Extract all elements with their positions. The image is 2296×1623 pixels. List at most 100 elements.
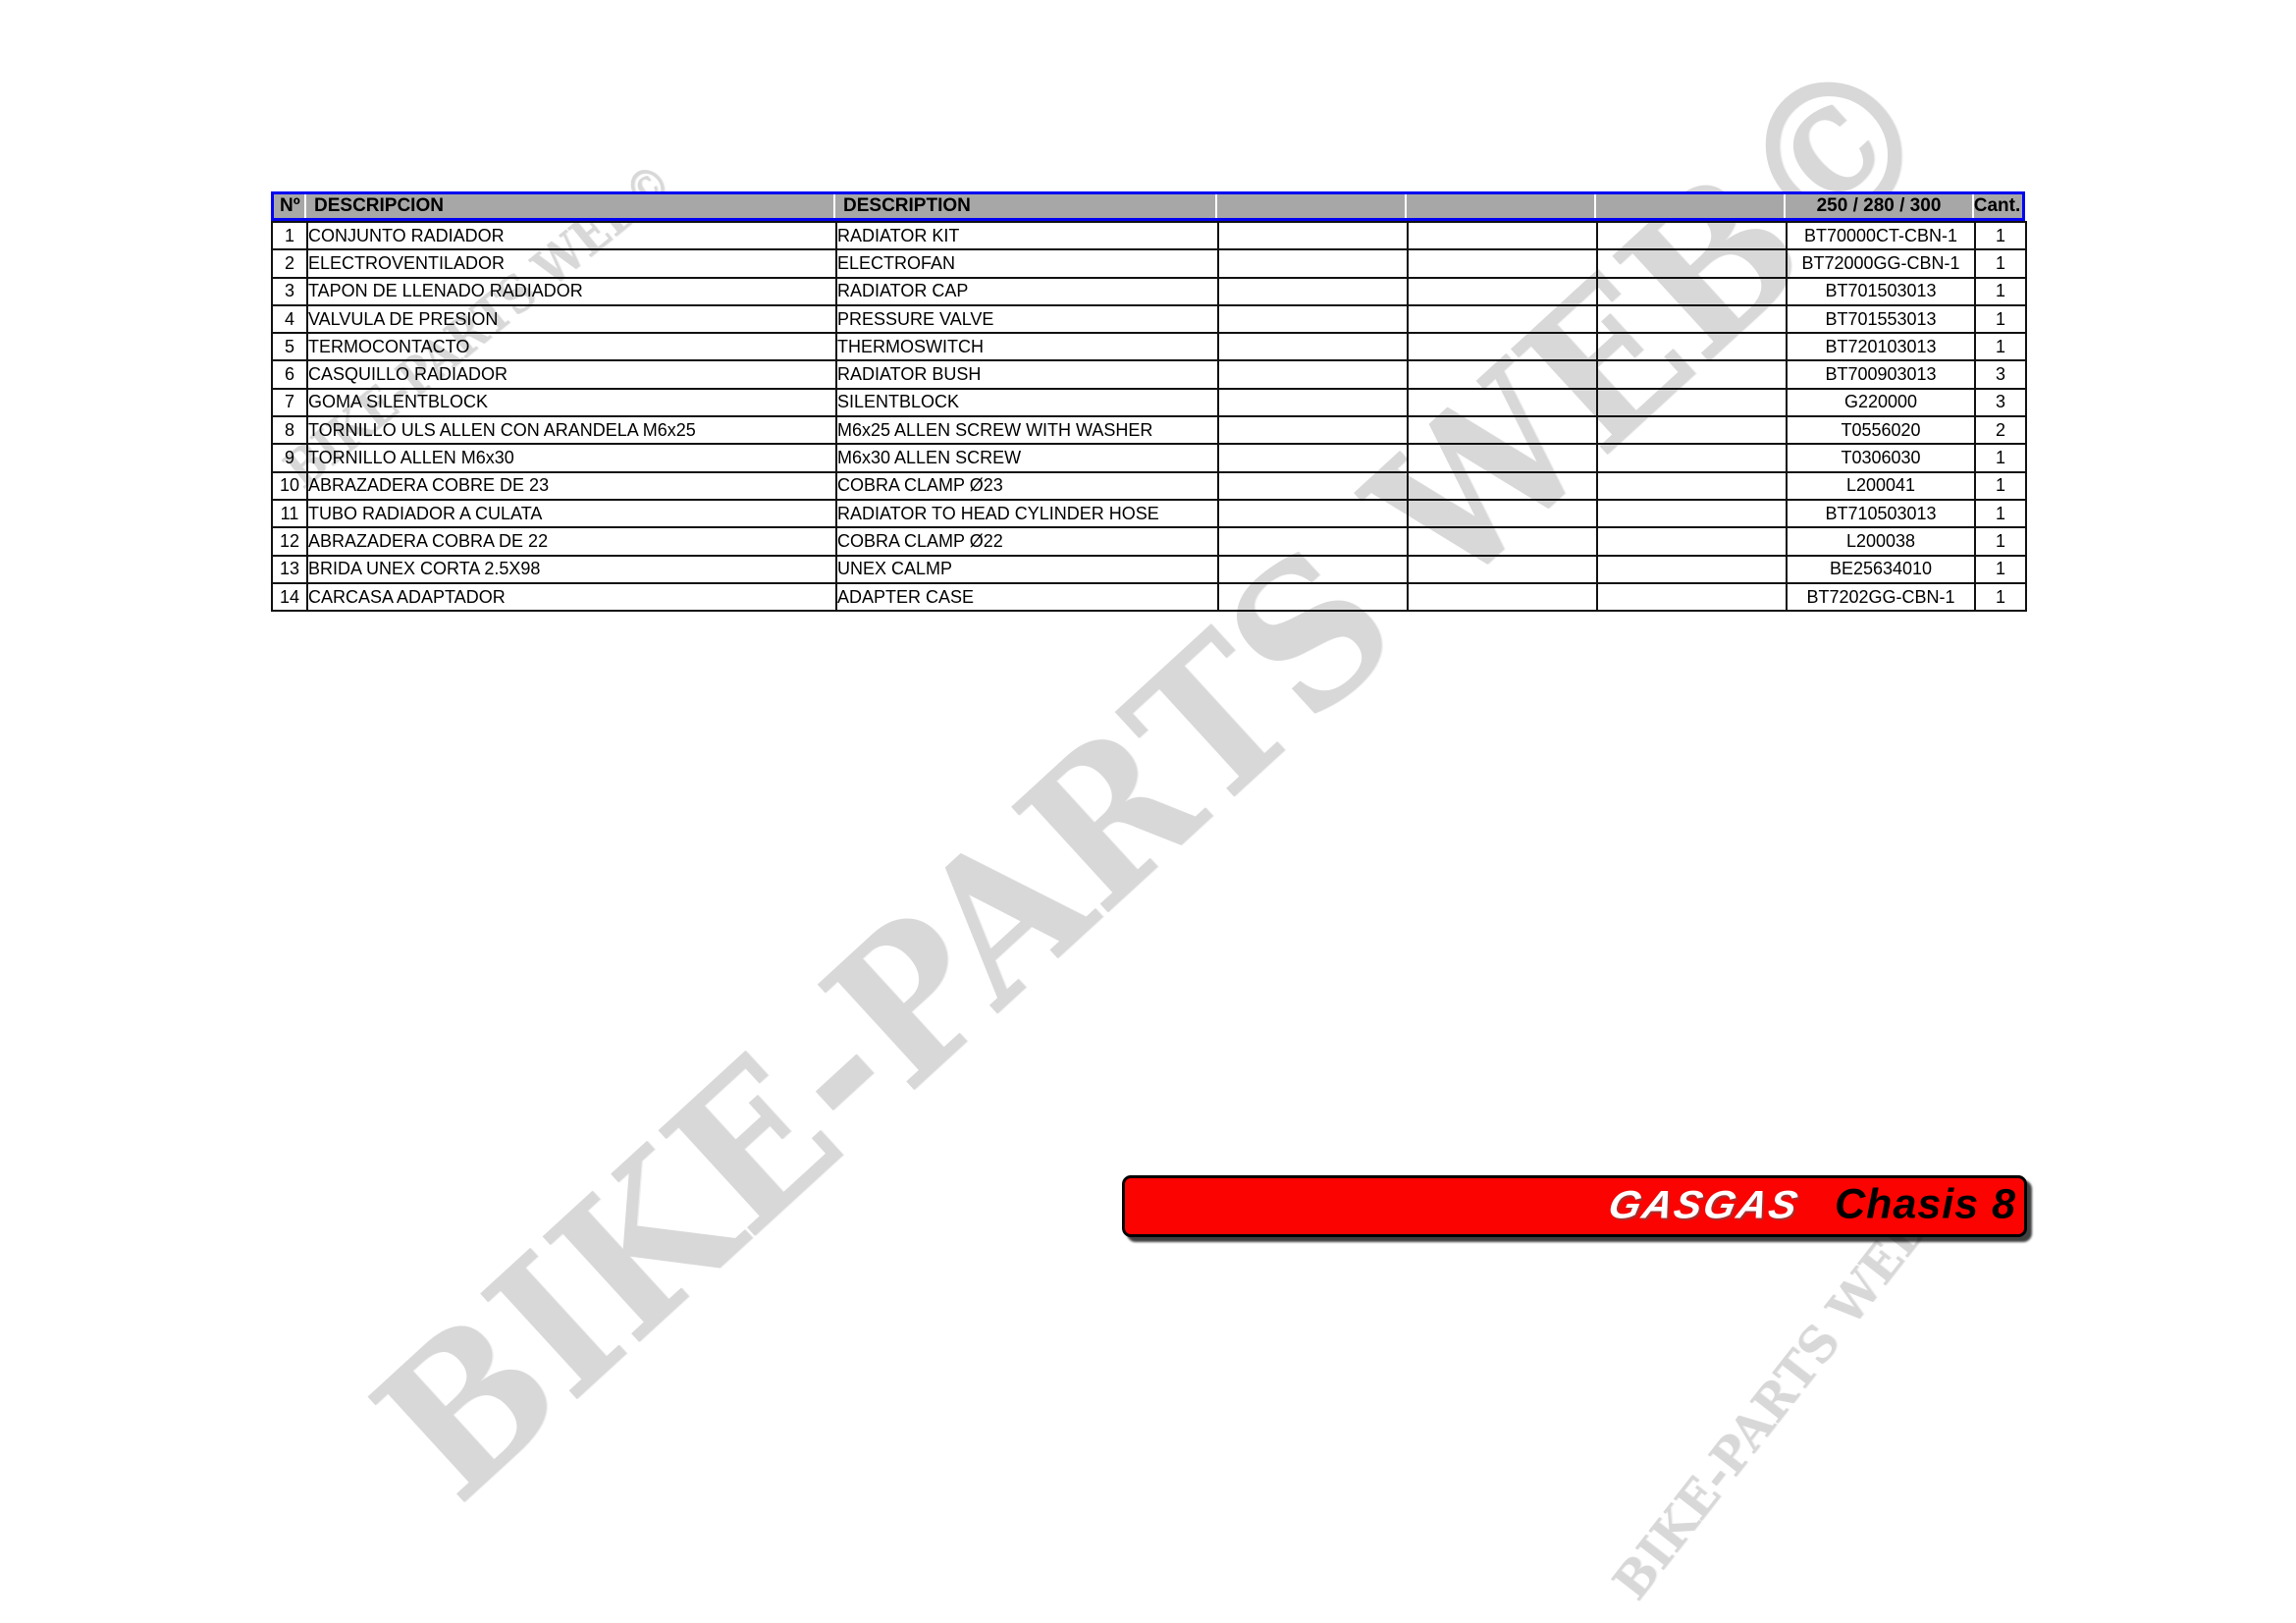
table-row: 5 TERMOCONTACTO THERMOSWITCH BT720103013 1 — [271, 332, 2027, 362]
row-empty-1 — [1217, 359, 1409, 390]
row-description: ADAPTER CASE — [835, 581, 1219, 613]
row-description: PRESSURE VALVE — [835, 303, 1219, 335]
row-num: 11 — [271, 498, 308, 529]
row-descripcion: GOMA SILENTBLOCK — [306, 387, 837, 418]
row-num: 4 — [271, 303, 308, 335]
row-description: ELECTROFAN — [835, 248, 1219, 279]
row-empty-1 — [1217, 303, 1409, 335]
table-row: 1 CONJUNTO RADIADOR RADIATOR KIT BT70000CT-… — [271, 220, 2027, 251]
row-description: M6x25 ALLEN SCREW WITH WASHER — [835, 415, 1219, 446]
row-empty-2 — [1407, 303, 1598, 335]
table-row: 11 TUBO RADIADOR A CULATA RADIATOR TO HEAD… — [271, 498, 2027, 529]
parts-table: 1 CONJUNTO RADIADOR RADIATOR KIT BT70000CT-… — [271, 220, 2027, 613]
row-empty-2 — [1407, 526, 1598, 557]
row-quantity: 1 — [1974, 303, 2027, 335]
row-empty-1 — [1217, 498, 1409, 529]
row-num: 5 — [271, 332, 308, 362]
row-descripcion: ELECTROVENTILADOR — [306, 248, 837, 279]
row-description: UNEX CALMP — [835, 554, 1219, 584]
row-description: RADIATOR KIT — [835, 220, 1219, 251]
row-quantity: 1 — [1974, 526, 2027, 557]
row-quantity: 1 — [1974, 443, 2027, 473]
row-num: 14 — [271, 581, 308, 613]
chapter-banner: GASGAS Chasis 8 — [1122, 1175, 2027, 1237]
row-descripcion: TUBO RADIADOR A CULATA — [306, 498, 837, 529]
row-num: 1 — [271, 220, 308, 251]
gasgas-logo: GASGAS — [1604, 1183, 1803, 1227]
table-row: 10 ABRAZADERA COBRE DE 23 COBRA CLAMP Ø23 L… — [271, 470, 2027, 501]
row-part-number: BT70000CT-CBN-1 — [1786, 220, 1976, 251]
row-description: COBRA CLAMP Ø23 — [835, 470, 1219, 501]
header-description: DESCRIPTION — [835, 194, 1217, 218]
row-description: THERMOSWITCH — [835, 332, 1219, 362]
row-description: RADIATOR CAP — [835, 276, 1219, 306]
row-empty-3 — [1596, 526, 1788, 557]
row-descripcion: CONJUNTO RADIADOR — [306, 220, 837, 251]
header-empty-2 — [1407, 194, 1596, 218]
row-empty-2 — [1407, 220, 1598, 251]
row-descripcion: TORNILLO ALLEN M6x30 — [306, 443, 837, 473]
row-empty-2 — [1407, 443, 1598, 473]
row-part-number: L200038 — [1786, 526, 1976, 557]
row-quantity: 3 — [1974, 387, 2027, 418]
header-num: Nº — [274, 194, 306, 218]
row-empty-2 — [1407, 387, 1598, 418]
row-empty-3 — [1596, 443, 1788, 473]
row-descripcion: VALVULA DE PRESION — [306, 303, 837, 335]
row-quantity: 1 — [1974, 498, 2027, 529]
row-empty-3 — [1596, 498, 1788, 529]
row-empty-2 — [1407, 332, 1598, 362]
row-part-number: T0556020 — [1786, 415, 1976, 446]
row-empty-1 — [1217, 581, 1409, 613]
row-part-number: G220000 — [1786, 387, 1976, 418]
row-part-number: BT720103013 — [1786, 332, 1976, 362]
row-quantity: 1 — [1974, 332, 2027, 362]
table-row: 3 TAPON DE LLENADO RADIADOR RADIATOR CAP BT… — [271, 276, 2027, 306]
row-part-number: T0306030 — [1786, 443, 1976, 473]
row-part-number: BT72000GG-CBN-1 — [1786, 248, 1976, 279]
row-empty-2 — [1407, 498, 1598, 529]
row-description: SILENTBLOCK — [835, 387, 1219, 418]
row-num: 2 — [271, 248, 308, 279]
table-row: 7 GOMA SILENTBLOCK SILENTBLOCK G220000 3 — [271, 387, 2027, 418]
row-num: 10 — [271, 470, 308, 501]
header-empty-3 — [1596, 194, 1786, 218]
row-empty-2 — [1407, 415, 1598, 446]
header-cant: Cant. — [1974, 195, 2021, 216]
row-empty-1 — [1217, 415, 1409, 446]
row-num: 6 — [271, 359, 308, 390]
parts-table-header: Nº DESCRIPCION DESCRIPTION 250 / 280 / 3… — [271, 191, 2025, 221]
row-empty-1 — [1217, 443, 1409, 473]
row-empty-3 — [1596, 387, 1788, 418]
row-descripcion: ABRAZADERA COBRA DE 22 — [306, 526, 837, 557]
row-part-number: BT701503013 — [1786, 276, 1976, 306]
row-empty-2 — [1407, 554, 1598, 584]
row-part-number: BT700903013 — [1786, 359, 1976, 390]
row-empty-3 — [1596, 248, 1788, 279]
row-empty-3 — [1596, 332, 1788, 362]
row-empty-2 — [1407, 276, 1598, 306]
row-description: COBRA CLAMP Ø22 — [835, 526, 1219, 557]
row-empty-1 — [1217, 470, 1409, 501]
table-row: 8 TORNILLO ULS ALLEN CON ARANDELA M6x25 M6… — [271, 415, 2027, 446]
row-empty-2 — [1407, 359, 1598, 390]
row-descripcion: TERMOCONTACTO — [306, 332, 837, 362]
row-empty-3 — [1596, 415, 1788, 446]
row-empty-3 — [1596, 359, 1788, 390]
row-empty-3 — [1596, 276, 1788, 306]
row-num: 12 — [271, 526, 308, 557]
row-description: RADIATOR BUSH — [835, 359, 1219, 390]
row-num: 13 — [271, 554, 308, 584]
table-row: 12 ABRAZADERA COBRA DE 22 COBRA CLAMP Ø22 L… — [271, 526, 2027, 557]
row-empty-3 — [1596, 581, 1788, 613]
row-descripcion: TAPON DE LLENADO RADIADOR — [306, 276, 837, 306]
row-descripcion: TORNILLO ULS ALLEN CON ARANDELA M6x25 — [306, 415, 837, 446]
row-quantity: 2 — [1974, 415, 2027, 446]
row-part-number: BT701553013 — [1786, 303, 1976, 335]
row-quantity: 1 — [1974, 248, 2027, 279]
row-description: M6x30 ALLEN SCREW — [835, 443, 1219, 473]
row-empty-2 — [1407, 581, 1598, 613]
header-empty-1 — [1217, 194, 1407, 218]
row-empty-1 — [1217, 220, 1409, 251]
row-quantity: 1 — [1974, 581, 2027, 613]
